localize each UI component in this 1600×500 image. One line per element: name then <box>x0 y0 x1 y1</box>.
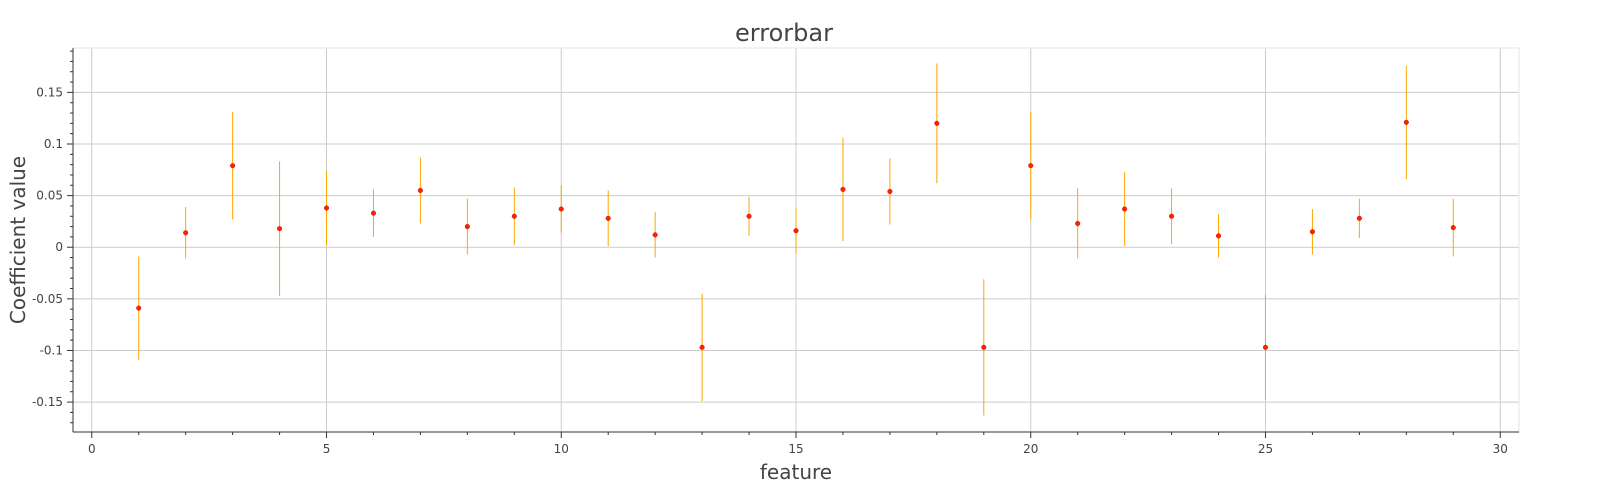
data-point <box>558 206 564 212</box>
data-point <box>511 213 517 219</box>
data-point <box>370 210 377 216</box>
data-point <box>1215 233 1222 239</box>
x-tick-label: 0 <box>88 442 96 456</box>
y-tick-label: 0 <box>55 240 63 254</box>
y-tick-label: 0.1 <box>44 137 63 151</box>
data-point <box>277 226 283 232</box>
data-point <box>1262 344 1269 350</box>
data-point <box>1028 163 1034 169</box>
x-tick-label: 10 <box>554 442 569 456</box>
y-tick-label: -0.1 <box>40 343 63 357</box>
data-point <box>1122 206 1128 212</box>
data-point <box>981 344 987 350</box>
data-point <box>464 224 470 230</box>
grid-layer <box>73 48 1519 432</box>
data-point <box>793 228 799 234</box>
data-point <box>183 230 189 236</box>
data-point <box>887 188 893 195</box>
data-point <box>1169 213 1175 219</box>
data-point <box>136 305 142 311</box>
y-tick-label: -0.15 <box>32 395 63 409</box>
data-point <box>1075 220 1081 227</box>
x-tick-label: 25 <box>1258 442 1273 456</box>
x-tick-label: 5 <box>323 442 331 456</box>
data-point <box>230 163 236 169</box>
data-point <box>605 215 611 221</box>
data-point <box>323 205 330 211</box>
data-point <box>652 232 658 238</box>
data-point <box>934 120 940 126</box>
data-point <box>746 213 752 219</box>
data-point <box>1450 225 1456 231</box>
data-point <box>699 344 705 350</box>
data-point <box>1309 229 1315 235</box>
axes-layer: 0 5 10 15 20 25 30 -0.15 -0.1 -0.05 0 0.05 0.1 0.15 <box>32 48 1519 456</box>
x-tick-label: 20 <box>1023 442 1038 456</box>
data-point <box>1403 119 1409 125</box>
y-tick-label: 0.05 <box>36 189 63 203</box>
y-tick-label: 0.15 <box>36 85 63 99</box>
y-axis-title: Coefficient value <box>6 156 30 324</box>
data-point <box>1356 215 1362 221</box>
data-point <box>840 186 846 192</box>
chart-title: errorbar <box>735 19 833 47</box>
x-tick-label: 30 <box>1493 442 1508 456</box>
x-axis-title: feature <box>760 460 832 484</box>
data-point <box>417 187 423 194</box>
y-tick-label: -0.05 <box>32 292 63 306</box>
marks-layer <box>136 63 1456 416</box>
x-tick-label: 15 <box>788 442 803 456</box>
